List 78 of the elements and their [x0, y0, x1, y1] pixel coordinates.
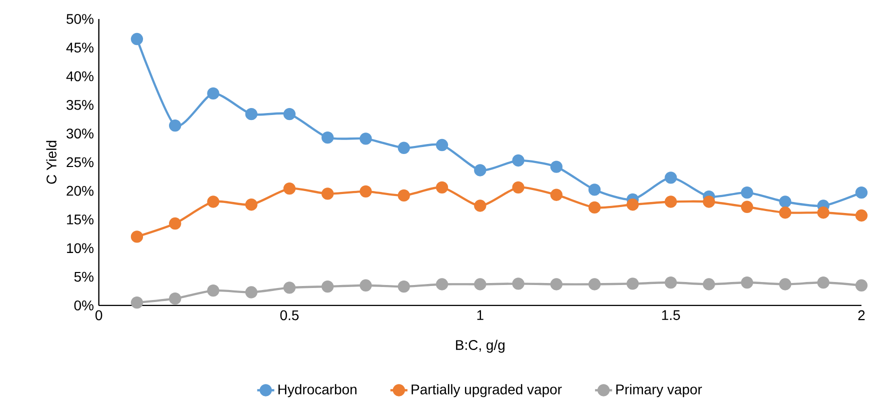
y-tick-label: 15%: [67, 214, 94, 224]
point: [322, 131, 334, 144]
point: [588, 183, 601, 196]
y-tick-label: 20%: [66, 186, 94, 196]
y-tick-label: 25%: [66, 157, 94, 168]
x-tick-label: 1: [477, 310, 484, 320]
point: [168, 292, 182, 305]
point: [436, 181, 448, 194]
point: [626, 277, 639, 290]
point: [588, 278, 601, 290]
x-tick-label: 2: [858, 310, 865, 320]
point: [664, 196, 677, 208]
point: [207, 196, 220, 208]
point: [740, 200, 754, 213]
point: [474, 278, 486, 290]
point: [322, 280, 334, 293]
point: [436, 138, 448, 151]
point: [360, 132, 372, 145]
point: [245, 108, 258, 120]
legend-label: Partially upgraded vapor: [412, 384, 562, 398]
point: [398, 280, 410, 293]
point: [168, 217, 182, 230]
point: [474, 200, 486, 212]
x-tick-label: 0.5: [280, 310, 299, 320]
y-tick-label: 35%: [66, 100, 94, 110]
y-tick-label: 30%: [66, 128, 94, 138]
point: [360, 185, 372, 198]
x-tick-label: 0: [95, 310, 102, 320]
point: [207, 87, 220, 100]
x-axis-title: B:C, g/g: [456, 340, 504, 353]
point: [245, 198, 258, 211]
point: [474, 164, 486, 176]
point: [550, 160, 562, 173]
point: [817, 276, 830, 288]
legend-label: Hydrocarbon: [278, 384, 356, 398]
point: [855, 186, 868, 199]
point: [550, 278, 562, 290]
point: [855, 279, 868, 292]
point: [740, 186, 754, 199]
y-tick-label: 0%: [74, 300, 94, 310]
point: [855, 209, 868, 222]
point: [512, 181, 524, 194]
point: [664, 171, 677, 184]
y-tick-label: 50%: [66, 14, 94, 24]
point: [779, 206, 792, 219]
point: [360, 279, 372, 292]
point: [626, 198, 639, 211]
y-tick-label: 40%: [66, 71, 94, 82]
point: [130, 296, 144, 309]
point: [283, 108, 296, 120]
point: [130, 230, 144, 243]
point: [283, 182, 296, 195]
point: [817, 206, 830, 219]
point: [779, 278, 792, 290]
point: [740, 276, 754, 288]
point: [702, 278, 716, 290]
point: [245, 286, 258, 298]
legend-label: Primary vapor: [616, 384, 702, 398]
point: [664, 276, 677, 288]
y-tick-label: 45%: [66, 42, 94, 52]
point: [322, 188, 334, 200]
y-tick-label: 10%: [67, 243, 94, 253]
point: [398, 142, 410, 154]
point: [436, 278, 448, 290]
x-tick-label: 1.5: [662, 310, 680, 320]
point: [588, 201, 601, 214]
point: [283, 281, 296, 294]
point: [512, 277, 524, 290]
point: [130, 32, 144, 45]
point: [550, 188, 562, 201]
point: [779, 196, 792, 208]
point: [512, 154, 524, 166]
y-axis-title: C Yield: [46, 140, 56, 184]
point: [207, 284, 220, 297]
point: [398, 189, 410, 202]
point: [168, 119, 182, 132]
point: [702, 196, 716, 208]
y-tick-label: 5%: [74, 272, 94, 282]
